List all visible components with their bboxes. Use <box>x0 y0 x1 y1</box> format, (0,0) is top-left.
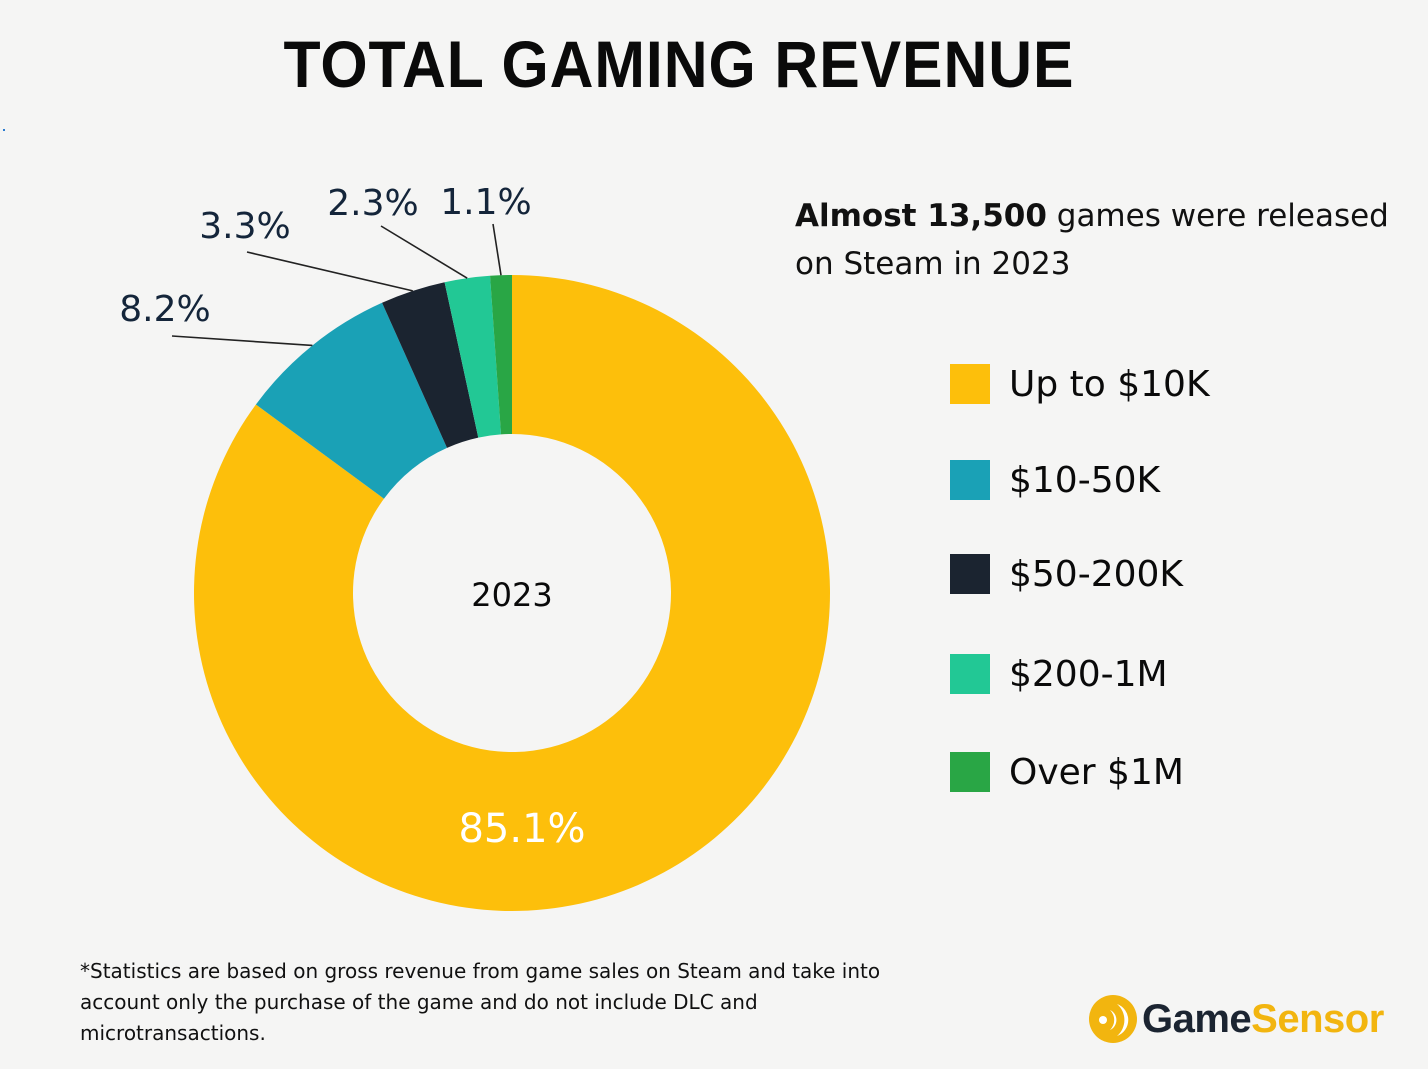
legend-label: $10-50K <box>1009 459 1161 501</box>
legend-item-over-1m: Over $1M <box>950 751 1210 793</box>
leader-line-10-50k <box>171 335 313 347</box>
legend-label: Over $1M <box>1009 751 1184 793</box>
legend-swatch <box>950 752 990 792</box>
legend-item-200-1m: $200-1M <box>950 653 1210 695</box>
legend-swatch <box>950 460 990 500</box>
slice-up-to-10k <box>193 275 831 911</box>
gamesensor-logo-icon <box>1089 995 1137 1043</box>
logo-text-sensor: Sensor <box>1251 996 1384 1041</box>
slice-10-50k <box>255 302 448 499</box>
leader-line-over-1m <box>492 223 502 276</box>
release-note-highlight: Almost 13,500 <box>795 198 1047 234</box>
leader-lines <box>171 223 502 347</box>
slice-label-over-1m: 1.1% <box>440 182 531 223</box>
slice-labels: 85.1% 8.2% 3.3% 2.3% 1.1% <box>119 182 585 852</box>
slice-label-50-200k: 3.3% <box>199 206 290 247</box>
logo-wordmark: GameSensor <box>1142 997 1384 1042</box>
slice-label-10-50k: 8.2% <box>119 289 210 330</box>
legend-label: Up to $10K <box>1009 363 1210 405</box>
legend-label: $200-1M <box>1009 653 1168 695</box>
slice-over-1m <box>490 275 512 435</box>
legend-label: $50-200K <box>1009 553 1184 595</box>
gamesensor-logo: GameSensor <box>1088 994 1384 1044</box>
slice-label-200-1m: 2.3% <box>327 183 418 224</box>
slice-50-200k <box>382 282 479 448</box>
legend-swatch <box>950 654 990 694</box>
stray-dot <box>3 129 5 131</box>
chart-title: TOTAL GAMING REVENUE <box>283 27 1075 101</box>
legend-swatch <box>950 364 990 404</box>
legend-item-50-200k: $50-200K <box>950 553 1210 595</box>
slice-200-1m <box>444 275 502 438</box>
release-note-text: games were released on Steam in 2023 <box>795 198 1389 282</box>
release-note: Almost 13,500 games were released on Ste… <box>795 192 1415 288</box>
center-year-label: 2023 <box>471 576 552 614</box>
logo-text-game: Game <box>1142 996 1252 1041</box>
donut-slices <box>193 275 831 911</box>
slice-label-up-to-10k: 85.1% <box>458 806 585 852</box>
legend: Up to $10K $10-50K $50-200K $200-1M Over… <box>950 364 1210 848</box>
legend-item-10-50k: $10-50K <box>950 459 1210 501</box>
leader-line-50-200k <box>246 251 413 292</box>
footnote: *Statistics are based on gross revenue f… <box>80 959 881 1045</box>
leader-line-200-1m <box>380 225 468 279</box>
legend-swatch <box>950 554 990 594</box>
legend-item-up-to-10k: Up to $10K <box>950 363 1210 405</box>
